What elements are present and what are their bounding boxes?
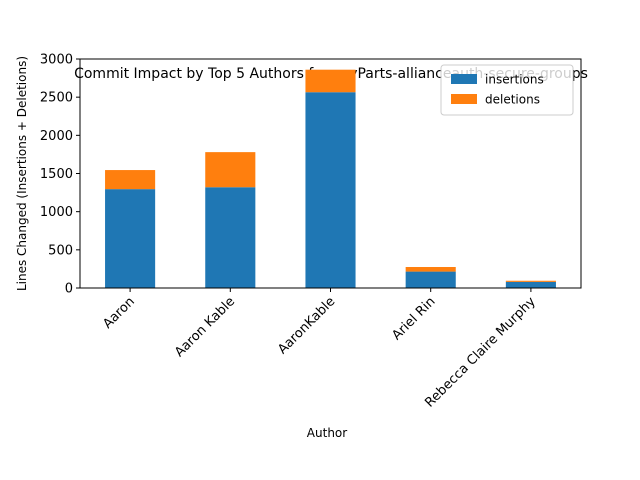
bar-insertions-3 — [405, 271, 456, 288]
bar-deletions-4 — [505, 280, 556, 282]
bar-deletions-0 — [105, 170, 156, 190]
y-tick-label-3: 1500 — [40, 167, 73, 182]
bar-deletions-2 — [305, 69, 356, 93]
plot-frame — [79, 58, 582, 289]
y-tick-label-1: 500 — [48, 243, 73, 258]
legend-label-insertions: insertions — [485, 73, 544, 87]
bar-insertions-4 — [505, 281, 556, 288]
y-axis-label: Lines Changed (Insertions + Deletions) — [15, 56, 29, 291]
legend: insertions deletions — [440, 64, 574, 116]
legend-swatch-deletions — [451, 94, 477, 104]
y-tick-label-2: 1000 — [40, 205, 73, 220]
x-axis-label: Author — [307, 426, 347, 440]
y-tick-label-4: 2000 — [40, 129, 73, 144]
legend-label-deletions: deletions — [485, 93, 540, 107]
bar-deletions-3 — [405, 267, 456, 272]
bar-insertions-1 — [205, 187, 256, 288]
bar-insertions-2 — [305, 92, 356, 289]
bar-insertions-0 — [105, 189, 156, 288]
y-axis: 0 500 1000 1500 2000 2500 3000 — [40, 53, 80, 297]
bar-deletions-1 — [205, 152, 256, 188]
y-tick-label-6: 3000 — [40, 53, 73, 68]
bars-layer — [105, 69, 556, 289]
legend-swatch-insertions — [451, 74, 477, 84]
y-tick-label-5: 2500 — [40, 91, 73, 106]
y-tick-label-0: 0 — [65, 282, 73, 297]
